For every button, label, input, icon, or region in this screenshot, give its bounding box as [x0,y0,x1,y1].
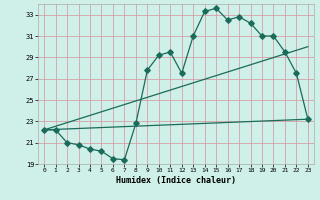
X-axis label: Humidex (Indice chaleur): Humidex (Indice chaleur) [116,176,236,185]
